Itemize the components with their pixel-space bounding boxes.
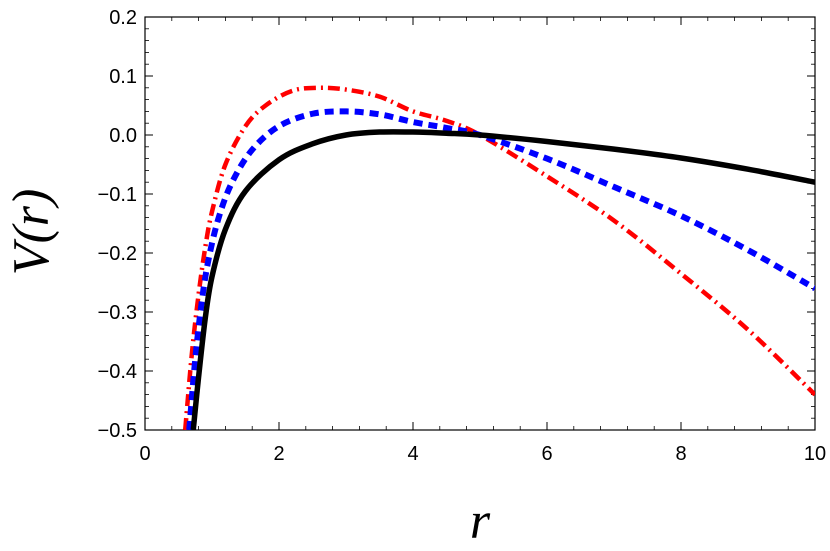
ticks <box>144 16 816 431</box>
y-tick-label: 0.0 <box>109 125 137 147</box>
x-tick-label: 2 <box>273 443 284 465</box>
plot-frame <box>144 16 816 431</box>
y-tick-label: 0.1 <box>109 66 137 88</box>
x-tick-label: 4 <box>407 443 418 465</box>
series-line-dashed <box>186 108 815 430</box>
y-tick-label: −0.4 <box>98 361 137 383</box>
x-tick-label: 6 <box>541 443 552 465</box>
y-tick-label: −0.1 <box>98 184 137 206</box>
x-axis-title: r <box>470 493 491 550</box>
tick-labels: 0 2 4 6 8 10 −0.5 −0.4 −0.3 −0.2 −0.1 0.0 0.1 0.2 <box>98 7 827 465</box>
y-axis-title: V(r) <box>3 189 60 276</box>
series-layer <box>182 85 815 430</box>
series-line-solid <box>190 129 815 430</box>
y-tick-label: 0.2 <box>109 7 137 29</box>
x-tick-label: 10 <box>804 443 826 465</box>
y-tick-label: −0.2 <box>98 243 137 265</box>
y-tick-label: −0.3 <box>98 302 137 324</box>
y-tick-label: −0.5 <box>98 420 137 442</box>
x-tick-label: 8 <box>675 443 686 465</box>
x-tick-label: 0 <box>139 443 150 465</box>
